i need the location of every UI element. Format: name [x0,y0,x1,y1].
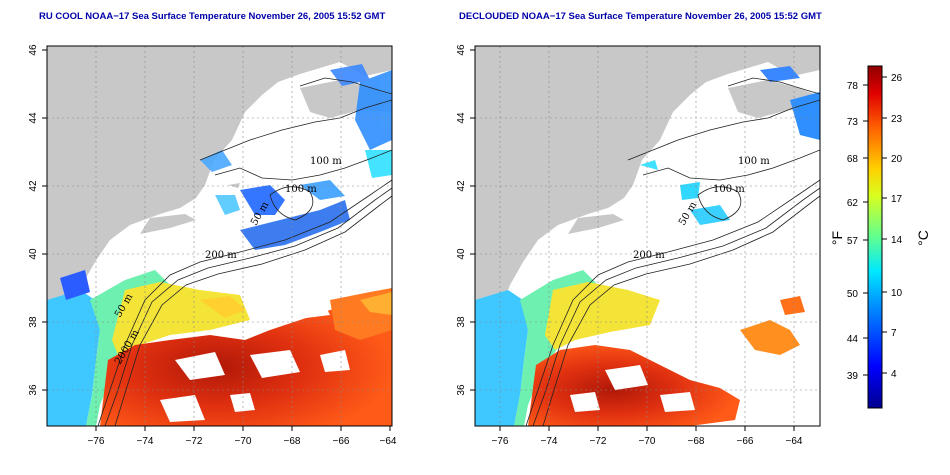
y-axis: 46 44 42 40 38 36 [456,44,475,396]
y-tick-label: 38 [28,316,39,328]
fahrenheit-tick: 73 [847,117,859,128]
x-tick-label: −66 [333,436,350,447]
y-tick-label: 42 [28,180,39,192]
x-tick-label: −64 [786,436,803,447]
x-axis: −76 −74 −72 −70 −68 −66 −64 [88,426,397,447]
fahrenheit-tick: 78 [847,81,859,92]
contour-label: 200 m [205,250,237,261]
celsius-tick: 26 [891,73,903,84]
celsius-tick: 10 [891,288,903,299]
x-tick-label: −68 [688,436,705,447]
y-tick-label: 36 [456,384,467,396]
fahrenheit-unit-label: °F [829,231,845,245]
graticule [475,46,820,426]
y-tick-label: 40 [456,248,467,260]
x-tick-label: −76 [88,436,105,447]
celsius-tick: 20 [891,154,903,165]
contour-label: 100 m [713,184,745,195]
gulf-stream [100,296,392,426]
contour-label: 100 m [285,184,317,195]
land-mass [47,46,392,426]
x-tick-label: −66 [737,436,754,447]
contour-label: 100 m [738,156,770,167]
coastal-cool-band [47,290,100,426]
fahrenheit-tick: 57 [847,236,859,247]
celsius-tick: 17 [891,194,903,205]
y-tick-label: 40 [28,248,39,260]
celsius-tick: 14 [891,235,903,246]
x-tick-label: −74 [137,436,154,447]
contour-label: 200 m [633,250,665,261]
contour-label: 100 m [310,156,342,167]
y-tick-label: 46 [28,44,39,56]
celsius-unit-label: °C [915,230,931,246]
x-tick-label: −72 [186,436,203,447]
depth-contours [525,77,820,426]
left-map-panel: 100 m 100 m 50 m 200 m 50 m 2000 m −76 −… [28,44,397,447]
graticule [47,46,392,426]
celsius-tick: 23 [891,114,903,125]
celsius-tick: 4 [891,369,897,380]
x-tick-label: −72 [590,436,607,447]
fahrenheit-tick: 68 [847,154,859,165]
x-tick-label: −64 [380,436,397,447]
coastal-cool-band [475,290,528,426]
right-map-title: DECLOUDED NOAA−17 Sea Surface Temperatur… [459,11,822,22]
y-tick-label: 44 [456,112,467,124]
fahrenheit-tick: 50 [847,289,859,300]
colorbar-gradient [867,65,883,409]
x-tick-label: −68 [284,436,301,447]
fahrenheit-tick: 39 [847,371,859,382]
fahrenheit-tick: 62 [847,198,859,209]
y-tick-label: 46 [456,44,467,56]
y-tick-label: 38 [456,316,467,328]
x-tick-label: −70 [639,436,656,447]
y-tick-label: 36 [28,384,39,396]
y-axis: 46 44 42 40 38 36 [28,44,47,396]
x-tick-label: −70 [235,436,252,447]
cool-water-north [200,64,392,250]
land-mass [475,46,820,426]
celsius-tick: 7 [891,328,897,339]
right-map-panel: 100 m 100 m 50 m 200 m −76 −74 −72 −70 −… [456,44,821,447]
x-axis: −76 −74 −72 −70 −68 −66 −64 [492,426,803,447]
x-tick-label: −76 [492,436,509,447]
left-map-title: RU COOL NOAA−17 Sea Surface Temperature … [39,11,386,22]
x-tick-label: −74 [541,436,558,447]
y-tick-label: 42 [456,180,467,192]
fahrenheit-tick: 44 [847,334,859,345]
y-tick-label: 44 [28,112,39,124]
cool-water-north [640,66,820,225]
depth-contours [97,77,392,426]
colorbar: 78 73 68 62 57 50 44 39 26 23 20 17 14 1… [829,65,931,409]
